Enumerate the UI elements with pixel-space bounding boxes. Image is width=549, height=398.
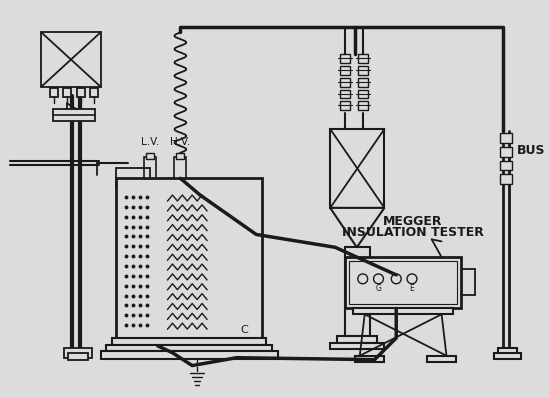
Bar [53, 109, 94, 121]
Bar [353, 308, 453, 314]
Text: C: C [240, 325, 248, 335]
Bar [116, 178, 262, 338]
Bar [494, 353, 522, 359]
Text: H.V.: H.V. [170, 137, 191, 147]
Bar [41, 32, 100, 87]
Bar [124, 193, 154, 201]
Bar [89, 88, 98, 98]
Bar [124, 232, 154, 240]
Bar [340, 90, 350, 98]
Bar [146, 153, 154, 158]
Bar [51, 88, 58, 98]
Bar [345, 247, 369, 336]
Bar [500, 147, 512, 157]
Bar [124, 213, 154, 220]
Bar [355, 356, 384, 362]
Text: INSULATION TESTER: INSULATION TESTER [342, 226, 484, 240]
Bar [340, 54, 350, 63]
Bar [124, 262, 154, 270]
Bar [113, 338, 266, 345]
Text: E: E [410, 284, 414, 293]
Bar [337, 336, 377, 343]
Bar [358, 90, 368, 98]
Text: G: G [376, 284, 382, 293]
Bar [340, 101, 350, 110]
Bar [345, 257, 461, 308]
Text: MEGGER: MEGGER [383, 215, 442, 228]
Circle shape [358, 274, 368, 284]
Circle shape [373, 274, 383, 284]
Bar [124, 321, 154, 329]
Bar [330, 129, 384, 208]
Bar [349, 261, 457, 304]
Bar [124, 292, 154, 300]
Bar [498, 348, 518, 356]
Bar [500, 174, 512, 184]
Polygon shape [330, 208, 384, 247]
Bar [124, 203, 154, 211]
Bar [176, 153, 184, 158]
Bar [427, 356, 456, 362]
Bar [358, 78, 368, 87]
Bar [175, 157, 186, 178]
Text: BUS: BUS [517, 144, 545, 157]
Bar [124, 242, 154, 250]
Bar [124, 252, 154, 260]
Bar [77, 88, 85, 98]
Bar [500, 160, 512, 170]
Circle shape [407, 274, 417, 284]
Bar [124, 222, 154, 230]
Text: L.V.: L.V. [141, 137, 159, 147]
Bar [63, 88, 71, 98]
Bar [107, 345, 272, 351]
Bar [64, 348, 92, 358]
Circle shape [391, 274, 401, 284]
Bar [500, 133, 512, 143]
Bar [124, 302, 154, 309]
Bar [330, 343, 384, 349]
Bar [358, 101, 368, 110]
Bar [68, 353, 88, 360]
Bar [358, 66, 368, 75]
Bar [340, 66, 350, 75]
Bar [144, 157, 156, 178]
Bar [358, 54, 368, 63]
Bar [124, 311, 154, 319]
Bar [124, 282, 154, 290]
Bar [340, 78, 350, 87]
Bar [100, 351, 278, 359]
Bar [124, 272, 154, 280]
